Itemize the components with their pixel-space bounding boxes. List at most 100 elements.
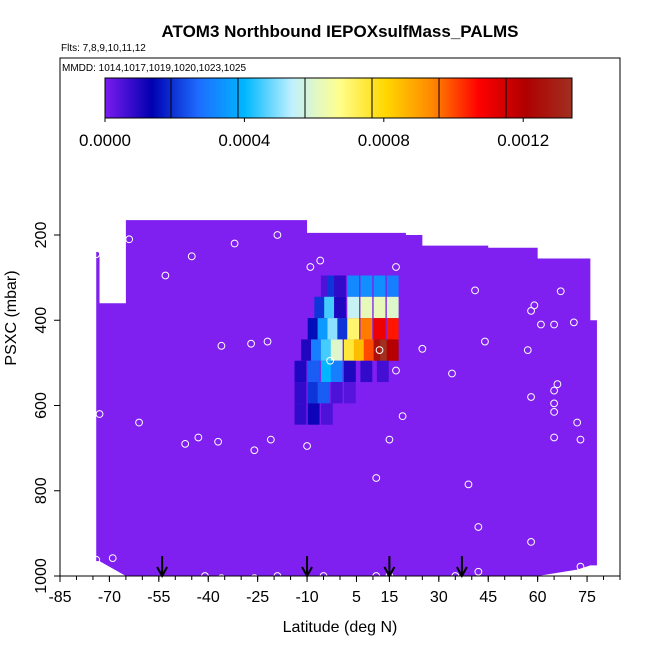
x-tick-label: 60 xyxy=(529,589,547,606)
x-tick-label: -70 xyxy=(98,589,121,606)
sample-point xyxy=(576,435,585,444)
sample-point xyxy=(550,407,559,416)
sample-point xyxy=(263,337,272,346)
sample-point xyxy=(593,568,601,577)
sample-point xyxy=(230,239,239,248)
heatmap-cell xyxy=(347,318,360,340)
sample-point xyxy=(372,474,381,482)
colorbar-tick-label: 0.0008 xyxy=(358,131,410,150)
heatmap-cell xyxy=(337,318,350,340)
sample-point xyxy=(95,410,104,418)
heatmap-cell xyxy=(294,360,307,383)
sample-point xyxy=(194,433,203,442)
sample-point xyxy=(418,344,427,353)
dates-subtitle: MMDD: 1014,1017,1019,1020,1023,1025 xyxy=(62,63,246,74)
heatmap-cell xyxy=(373,318,386,340)
sample-point xyxy=(266,435,275,444)
heatmap-cell xyxy=(294,403,307,425)
sample-point xyxy=(214,437,223,446)
heatmap-cell xyxy=(386,296,399,319)
sample-point xyxy=(537,320,545,329)
heatmap-cell xyxy=(320,275,333,297)
sample-point xyxy=(181,439,190,448)
sample-point xyxy=(471,286,479,295)
x-tick-label: -10 xyxy=(295,589,318,606)
sample-point xyxy=(576,562,585,571)
x-tick-label: 30 xyxy=(430,589,448,606)
heatmap-cell xyxy=(307,382,320,404)
sample-point xyxy=(247,339,255,348)
colorbar-tick-label: 0.0012 xyxy=(497,131,549,150)
heatmap-cell xyxy=(360,296,373,319)
heatmap-cell xyxy=(324,296,337,319)
heatmap-cell xyxy=(360,275,373,297)
heatmap-cell xyxy=(320,339,333,361)
chart-title: ATOM3 Northbound IEPOXsulfMass_PALMS xyxy=(161,22,518,41)
sample-point xyxy=(523,346,532,354)
x-axis: -85 -70 -55 -40 -25 -10 5 15 30 45 60 75 xyxy=(48,575,621,606)
y-axis: 200 400 600 800 1000 xyxy=(33,222,61,594)
sample-point xyxy=(550,399,559,408)
sample-point xyxy=(573,418,582,427)
sample-point xyxy=(392,366,400,375)
flights-subtitle: Flts: 7,8,9,10,11,12 xyxy=(61,43,146,54)
x-tick-label: -55 xyxy=(147,589,170,606)
x-tick-label: 15 xyxy=(381,589,399,606)
heatmap-cell xyxy=(360,318,373,340)
heatmap-cell xyxy=(327,275,340,297)
heatmap-cell xyxy=(330,382,343,404)
sample-point xyxy=(92,555,101,564)
heatmap-cell xyxy=(386,275,399,297)
sample-point xyxy=(527,393,535,401)
y-tick-label: 1000 xyxy=(33,558,50,594)
sample-point xyxy=(375,346,384,354)
sample-point xyxy=(273,231,282,239)
x-axis-label: Latitude (deg N) xyxy=(283,619,398,636)
sample-point xyxy=(481,337,489,346)
heatmap-cell xyxy=(360,360,373,383)
x-tick-label: -40 xyxy=(197,589,220,606)
heatmap-cell xyxy=(314,296,327,319)
sample-point xyxy=(474,567,483,576)
sample-point xyxy=(553,380,562,389)
plot-area xyxy=(92,220,601,583)
x-tick-label: -85 xyxy=(48,589,71,606)
heatmap-cell xyxy=(301,339,313,361)
sample-point xyxy=(306,263,315,271)
x-tick-label: 5 xyxy=(352,589,361,606)
y-tick-label: 600 xyxy=(33,392,50,419)
sample-point xyxy=(550,433,559,442)
heatmap-cell xyxy=(343,382,356,404)
heatmap-cell xyxy=(334,275,346,297)
heatmap-cell xyxy=(386,339,399,361)
heatmap-cell xyxy=(311,339,323,361)
sample-point xyxy=(398,412,407,421)
sample-point xyxy=(448,369,456,378)
heatmap-cell xyxy=(307,403,320,425)
x-tick-label: 75 xyxy=(578,589,596,606)
colorbar-tick-label: 0.0004 xyxy=(218,131,270,150)
heatmap-cell xyxy=(343,339,356,361)
sample-point xyxy=(135,418,143,427)
colorbar: 0.0000 0.0004 0.0008 0.0012 xyxy=(79,77,573,150)
heatmap-cell xyxy=(320,360,333,383)
heatmap-cell xyxy=(327,318,340,340)
x-tick-label: -25 xyxy=(246,589,269,606)
sample-point xyxy=(550,386,559,395)
heatmap-cell xyxy=(353,339,366,361)
sample-point xyxy=(464,480,473,489)
sample-point xyxy=(217,341,226,350)
y-tick-label: 800 xyxy=(33,477,50,504)
x-tick-label: 45 xyxy=(479,589,497,606)
sample-point xyxy=(527,306,535,315)
heatmap-cell xyxy=(307,318,320,340)
y-tick-label: 200 xyxy=(33,222,50,249)
sample-point xyxy=(161,271,170,280)
heatmap-cell xyxy=(317,382,330,404)
sample-point xyxy=(569,318,578,327)
colorbar-tick-label: 0.0000 xyxy=(79,131,131,150)
heatmap-cell xyxy=(373,275,386,297)
sample-point xyxy=(187,252,196,261)
sample-point xyxy=(250,446,259,455)
